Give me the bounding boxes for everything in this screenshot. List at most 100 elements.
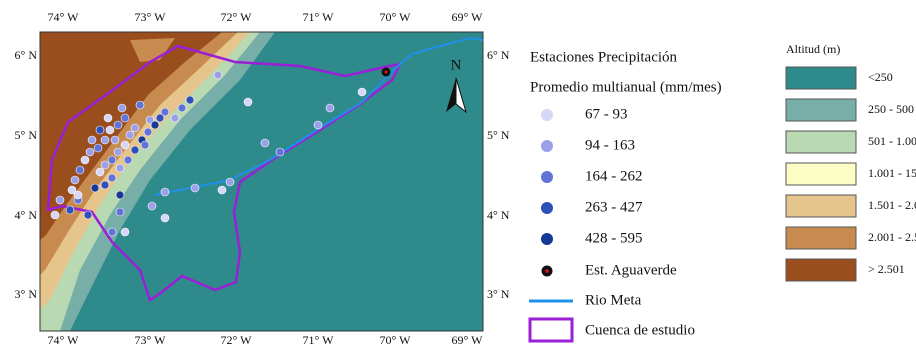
river-label: Rio Meta <box>585 292 642 308</box>
station-dot <box>116 191 124 199</box>
station-dot <box>74 191 82 199</box>
station-dot <box>76 166 84 174</box>
station-class-swatch <box>541 171 553 183</box>
station-dot <box>131 124 139 132</box>
station-dot <box>111 136 119 144</box>
lon-label-bottom: 69° W <box>452 333 484 347</box>
aguaverde-dot <box>385 71 388 74</box>
station-dot <box>156 114 164 122</box>
station-dot <box>191 184 199 192</box>
altitude-label: 1.501 - 2.000 <box>868 198 916 212</box>
lat-label-right: 5° N <box>487 128 510 142</box>
altitude-swatch <box>786 67 856 89</box>
lon-label-top: 73° W <box>135 10 167 24</box>
station-dot <box>261 139 269 147</box>
lon-label-top: 74° W <box>48 10 80 24</box>
station-dot <box>226 178 234 186</box>
station-dot <box>51 211 59 219</box>
station-dot <box>121 228 129 236</box>
station-class-label: 67 - 93 <box>585 106 628 122</box>
station-dot <box>141 141 149 149</box>
lon-label-bottom: 72° W <box>221 333 253 347</box>
station-dot <box>126 131 134 139</box>
lon-label-bottom: 71° W <box>303 333 335 347</box>
station-dot <box>84 211 92 219</box>
station-dot <box>124 156 132 164</box>
lat-label-right: 6° N <box>487 48 510 62</box>
altitude-label: 2.001 - 2.500 <box>868 230 916 244</box>
station-dot <box>81 156 89 164</box>
station-dot <box>86 148 94 156</box>
altitude-label: <250 <box>868 70 893 84</box>
lat-label-left: 6° N <box>15 48 38 62</box>
station-dot <box>108 228 116 236</box>
altitude-swatch <box>786 99 856 121</box>
station-dot <box>106 126 114 134</box>
lon-label-top: 70° W <box>380 10 412 24</box>
station-class-label: 164 - 262 <box>585 168 643 184</box>
station-dot <box>186 96 194 104</box>
altitude-swatch <box>786 163 856 185</box>
station-dot <box>118 104 126 112</box>
station-dot <box>88 136 96 144</box>
station-label: Est. Aguaverde <box>585 262 677 278</box>
lon-label-bottom: 74° W <box>48 333 80 347</box>
station-dot <box>136 101 144 109</box>
altitude-label: 250 - 500 <box>868 102 914 116</box>
station-dot <box>214 71 222 79</box>
station-dot <box>94 144 102 152</box>
station-class-label: 94 - 163 <box>585 137 635 153</box>
altitude-title: Altitud (m) <box>786 42 840 56</box>
basin-label: Cuenca de estudio <box>585 322 695 338</box>
lat-label-left: 4° N <box>15 208 38 222</box>
altitude-label: > 2.501 <box>868 262 905 276</box>
station-dot <box>161 188 169 196</box>
lon-label-top: 71° W <box>303 10 335 24</box>
stations-subtitle: Promedio multianual (mm/mes) <box>530 79 722 95</box>
altitude-swatch <box>786 131 856 153</box>
station-dot <box>178 104 186 112</box>
map-figure: N Estaciones Precipitación Promedio mult… <box>0 0 916 349</box>
station-dot <box>66 206 74 214</box>
station-dot <box>244 98 252 106</box>
station-dot <box>161 214 169 222</box>
station-dot <box>218 186 226 194</box>
station-dot <box>96 168 104 176</box>
station-dot <box>104 114 112 122</box>
station-dot <box>276 148 284 156</box>
station-dot <box>114 148 122 156</box>
station-dot <box>131 146 139 154</box>
altitude-label: 501 - 1.001 <box>868 134 916 148</box>
station-dot <box>56 196 64 204</box>
stations-title: Estaciones Precipitación <box>530 49 678 65</box>
station-dot <box>114 121 122 129</box>
station-dot <box>171 114 179 122</box>
lon-label-bottom: 73° W <box>135 333 167 347</box>
station-dot <box>96 126 104 134</box>
station-dot <box>101 136 109 144</box>
station-dot <box>116 164 124 172</box>
altitude-swatch <box>786 227 856 249</box>
lat-label-right: 3° N <box>487 287 510 301</box>
station-dot <box>101 181 109 189</box>
station-dot <box>121 141 129 149</box>
station-dot <box>108 174 116 182</box>
basin-swatch <box>530 319 572 341</box>
station-dot <box>101 161 109 169</box>
station-dot <box>91 184 99 192</box>
aguaverde-swatch-dot <box>545 269 549 273</box>
station-class-swatch <box>541 109 553 121</box>
lat-label-left: 3° N <box>15 287 38 301</box>
station-dot <box>121 114 129 122</box>
lon-label-top: 72° W <box>221 10 253 24</box>
station-dot <box>71 176 79 184</box>
station-dot <box>108 156 116 164</box>
altitude-swatch <box>786 259 856 281</box>
lat-label-right: 4° N <box>487 208 510 222</box>
lat-label-left: 5° N <box>15 128 38 142</box>
station-dot <box>326 104 334 112</box>
altitude-swatch <box>786 195 856 217</box>
north-label: N <box>451 57 462 73</box>
station-class-swatch <box>541 233 553 245</box>
station-class-swatch <box>541 202 553 214</box>
